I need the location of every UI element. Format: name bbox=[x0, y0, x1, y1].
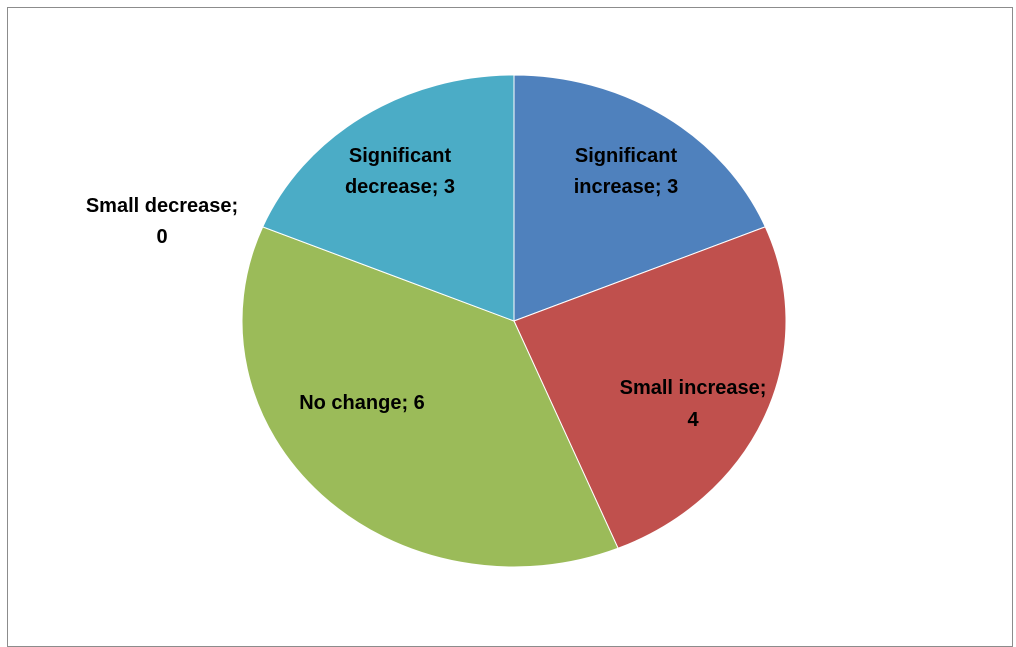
pie-chart: Significant increase; 3 Small increase; 4 No… bbox=[86, 74, 787, 568]
pie-slices bbox=[241, 74, 787, 568]
pie-slice-significant-increase bbox=[513, 74, 766, 322]
data-label-line: Small decrease; bbox=[86, 195, 238, 217]
data-label-line: Significant bbox=[575, 145, 678, 167]
data-label-significant-decrease: Significant decrease; 3 bbox=[345, 145, 455, 198]
pie-slice-significant-decrease bbox=[262, 74, 515, 322]
data-labels: Significant increase; 3 Small increase; 4 No… bbox=[86, 145, 767, 431]
data-label-small-decrease: Small decrease; 0 bbox=[86, 195, 238, 248]
data-label-line: No change; 6 bbox=[299, 392, 425, 414]
data-label-line: 0 bbox=[156, 226, 167, 248]
data-label-no-change: No change; 6 bbox=[299, 392, 425, 414]
data-label-line: decrease; 3 bbox=[345, 176, 455, 198]
data-label-significant-increase: Significant increase; 3 bbox=[574, 145, 679, 198]
data-label-line: Small increase; bbox=[620, 377, 767, 399]
pie-slice-no-change bbox=[241, 226, 619, 568]
pie-slice-small-increase bbox=[513, 226, 787, 549]
data-label-line: 4 bbox=[687, 409, 699, 431]
data-label-line: Significant bbox=[349, 145, 452, 167]
data-label-line: increase; 3 bbox=[574, 176, 679, 198]
data-label-small-increase: Small increase; 4 bbox=[620, 377, 767, 431]
